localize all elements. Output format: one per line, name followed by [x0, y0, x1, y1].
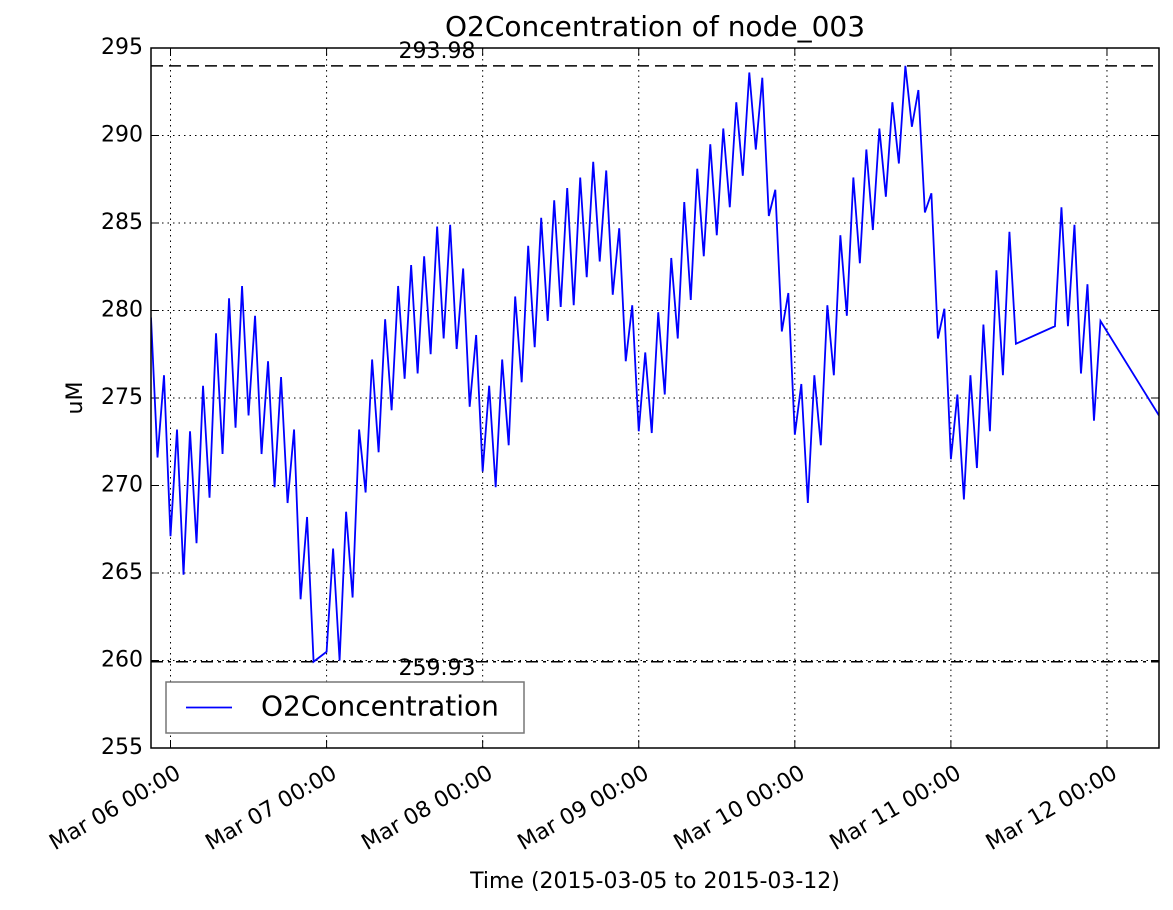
plot-area	[151, 65, 1159, 664]
y-tick-label: 265	[101, 560, 143, 585]
y-tick-label: 275	[101, 385, 143, 410]
y-tick-label: 290	[101, 123, 143, 148]
y-tick-label: 295	[101, 35, 143, 60]
y-tick-label: 285	[101, 210, 143, 235]
y-tick-label: 260	[101, 648, 143, 673]
data-line	[151, 65, 1159, 664]
y-tick-label: 270	[101, 473, 143, 498]
y-tick-label: 280	[101, 298, 143, 323]
reference-label: 293.98	[399, 39, 476, 64]
axes-frame	[150, 47, 1160, 749]
chart-title: O2Concentration of node_003	[445, 10, 865, 43]
y-tick-label: 255	[101, 735, 143, 760]
reference-label: 259.93	[399, 656, 476, 681]
x-axis-label: Time (2015-03-05 to 2015-03-12)	[469, 869, 840, 894]
y-axis-label: uM	[63, 382, 88, 415]
legend-label: O2Concentration	[261, 690, 499, 723]
